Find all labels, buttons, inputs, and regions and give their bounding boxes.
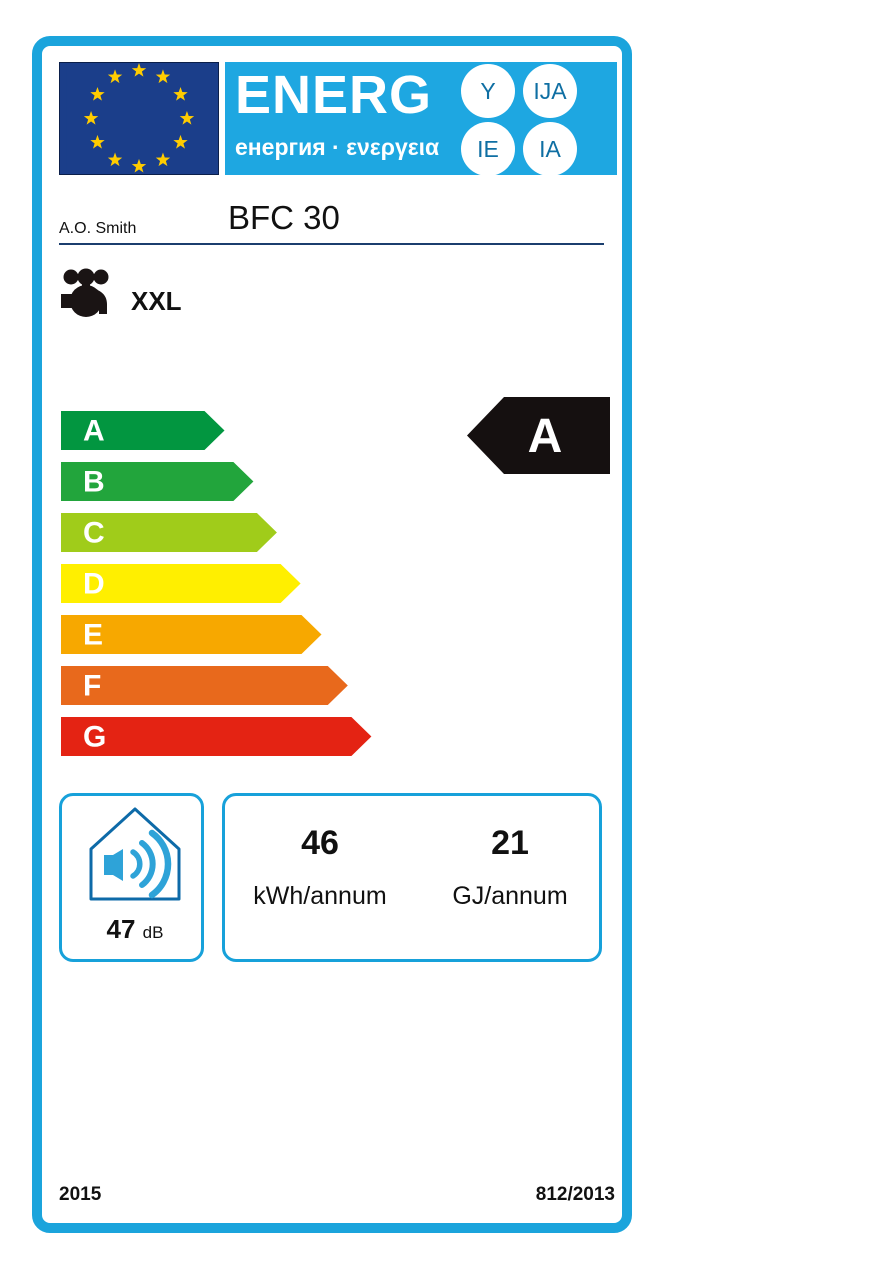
svg-text:D: D <box>83 568 105 601</box>
svg-text:B: B <box>83 466 105 499</box>
svg-text:G: G <box>83 721 106 754</box>
svg-text:F: F <box>83 670 101 703</box>
svg-text:A: A <box>528 410 563 463</box>
svg-text:E: E <box>83 619 103 652</box>
svg-text:A: A <box>83 415 105 448</box>
svg-text:C: C <box>83 517 105 550</box>
